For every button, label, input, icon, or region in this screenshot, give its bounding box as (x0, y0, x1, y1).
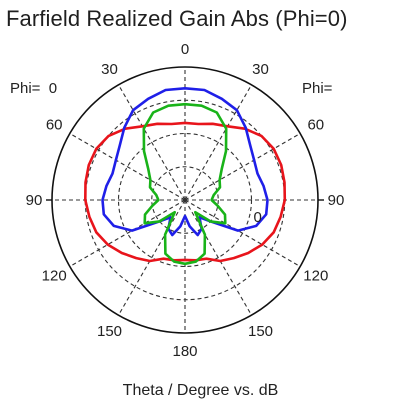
grid-spoke (69, 199, 186, 267)
x-axis-label: Theta / Degree vs. dB (122, 382, 279, 399)
grid-spoke (184, 199, 252, 316)
angle-tick-label: 120 (303, 268, 328, 285)
chart-title: Farfield Realized Gain Abs (Phi=0) (6, 6, 348, 31)
angle-tick-label: 30 (101, 61, 118, 78)
angle-tick-label: 60 (307, 117, 324, 134)
angle-tick-label: 90 (26, 192, 43, 209)
series-2-line (101, 87, 269, 237)
grid-spoke (118, 84, 186, 201)
angle-tick-label: 120 (42, 268, 67, 285)
series-1-line (84, 121, 287, 263)
angle-tick-label: 150 (97, 323, 122, 340)
grid-circle-1 (151, 166, 219, 234)
series-layer (84, 87, 287, 266)
angle-tick-label: 0 (181, 41, 189, 58)
angle-tick-label: 180 (172, 343, 197, 360)
angle-tick-label: 60 (46, 117, 63, 134)
angle-tick-label: 90 (328, 192, 345, 209)
angle-tick-label: 150 (248, 323, 273, 340)
grid-spoke (184, 199, 301, 267)
grid-spoke (69, 133, 186, 201)
grid-spoke (184, 84, 252, 201)
phi-label-left: Phi= 0 (10, 80, 58, 97)
polar-grid (46, 66, 324, 334)
angle-tick-labels: 0 30 60 90 120 150 180 30 60 90 120 150 0 (26, 41, 345, 360)
grid-spoke (184, 133, 301, 201)
phi-label-right: Phi= (302, 80, 333, 97)
series-3-line (142, 102, 228, 266)
angle-tick-label: 30 (252, 61, 269, 78)
grid-spoke (118, 199, 186, 316)
radial-tick-label: 0 (254, 209, 262, 226)
